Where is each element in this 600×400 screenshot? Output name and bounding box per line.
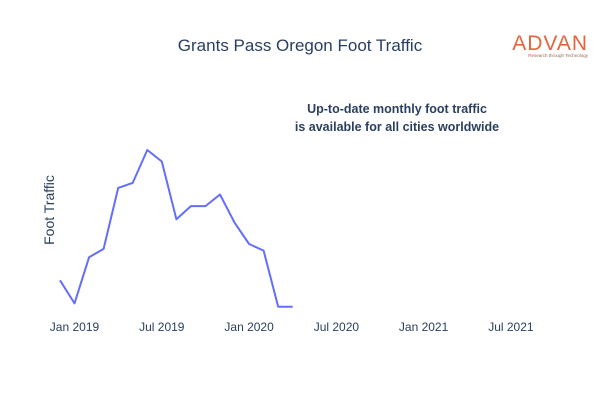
annotation-line-2: is available for all cities worldwide (295, 120, 499, 134)
x-tick-label: Jan 2019 (50, 320, 100, 334)
annotation-line-1: Up-to-date monthly foot traffic (307, 102, 487, 116)
y-axis-label: Foot Traffic (41, 175, 57, 245)
x-tick-label: Jul 2019 (139, 320, 185, 334)
plot-area (59, 149, 293, 308)
x-tick-label: Jan 2020 (224, 320, 274, 334)
advan-logo: ADVAN Research through Technology (512, 32, 589, 58)
x-axis-ticks: Jan 2019 Jul 2019 Jan 2020 Jul 2020 Jan 2021… (50, 320, 534, 334)
x-tick-label: Jul 2020 (314, 320, 360, 334)
x-tick-label: Jan 2021 (399, 320, 449, 334)
series-line (59, 149, 293, 308)
chart-title: Grants Pass Oregon Foot Traffic (178, 36, 423, 55)
logo-tagline: Research through Technology (528, 53, 588, 58)
x-tick-label: Jul 2021 (488, 320, 534, 334)
logo-wordmark: ADVAN (512, 32, 588, 55)
